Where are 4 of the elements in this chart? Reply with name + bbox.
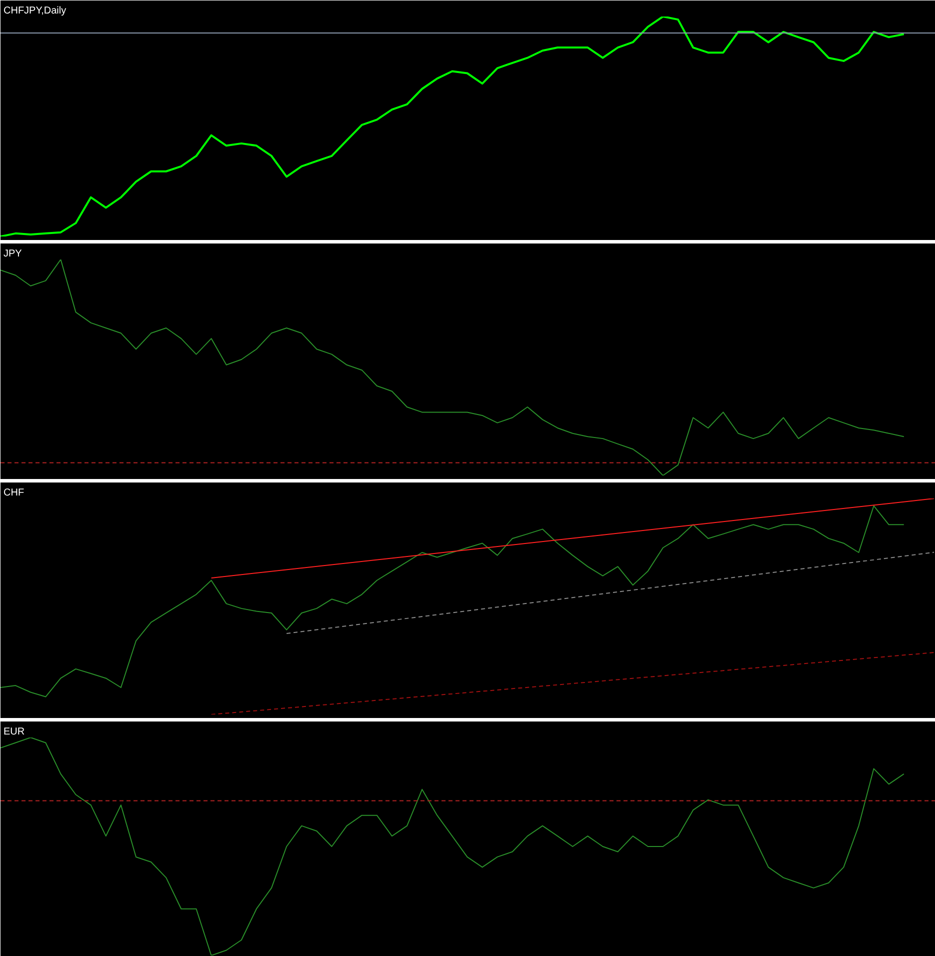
chart-title: CHFJPY,Daily [4, 6, 66, 16]
chart-title: CHF [4, 488, 24, 498]
chart-title: JPY [4, 248, 22, 260]
chart-title: EUR [4, 726, 25, 738]
